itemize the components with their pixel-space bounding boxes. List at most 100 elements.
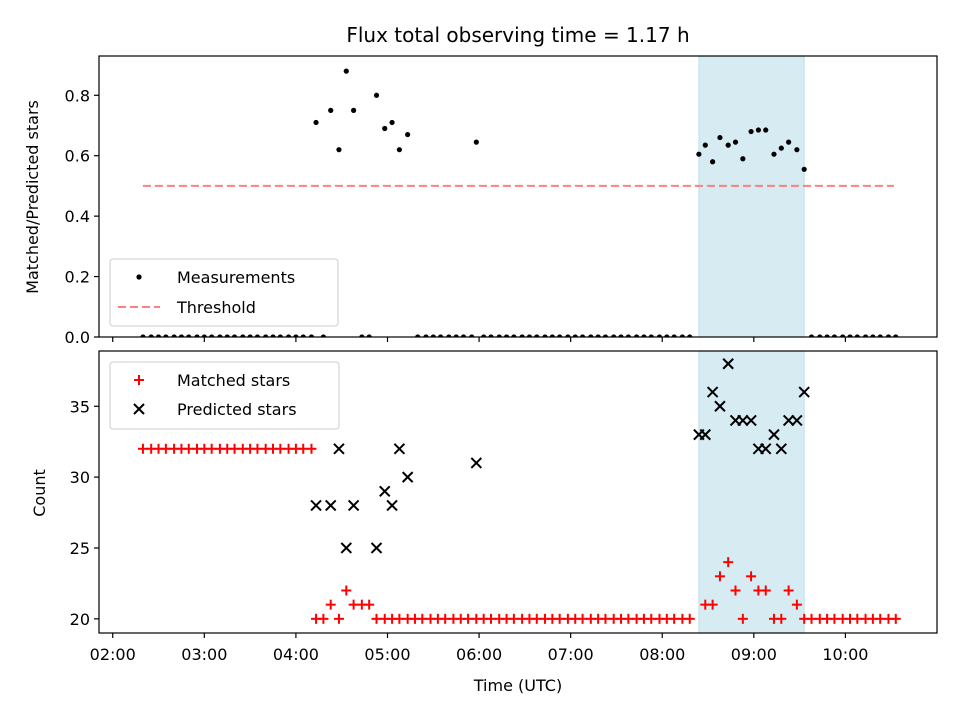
measurement-point [481, 334, 487, 337]
predicted-stars-point [737, 414, 749, 427]
top-highlight-span [698, 56, 805, 337]
predicted-stars-point [401, 471, 414, 483]
measurement-point [565, 334, 571, 337]
matched-stars-point [364, 599, 375, 610]
bottom-y-axis-label: Count [30, 469, 49, 517]
measurement-point [270, 334, 276, 337]
measurement-point [171, 334, 177, 337]
measurement-point [717, 134, 723, 141]
matched-stars-point [325, 599, 336, 610]
measurement-point [178, 334, 185, 337]
bottom-highlight-span [698, 351, 805, 633]
measurement-point [824, 334, 830, 337]
legend-marker-predicted-stars [133, 403, 145, 415]
measurement-point [794, 147, 800, 153]
predicted-stars-point [699, 428, 711, 441]
measurement-point [155, 334, 162, 337]
measurement-point [423, 334, 429, 337]
measurement-point [755, 127, 762, 133]
measurement-point [725, 142, 731, 148]
measurement-point [343, 68, 349, 74]
bottom-y-tick-label: 35 [70, 397, 90, 416]
predicted-stars-point [791, 414, 803, 427]
measurement-point [840, 334, 846, 337]
measurement-point [831, 334, 838, 337]
measurement-point [148, 334, 154, 337]
measurement-point [611, 334, 617, 337]
top-series-measurements [140, 68, 899, 337]
measurement-point [469, 334, 475, 337]
measurement-point [201, 334, 207, 337]
measurement-point [595, 334, 601, 337]
predicted-stars-point [722, 358, 734, 370]
measurement-point [808, 334, 815, 337]
measurement-point [503, 334, 510, 337]
measurement-point [351, 107, 357, 113]
measurement-point [732, 139, 739, 145]
measurement-point [687, 334, 693, 337]
measurement-point [526, 334, 533, 337]
x-tick-label: 10:00 [822, 645, 868, 664]
measurement-point [396, 147, 402, 153]
legend-box [109, 361, 340, 430]
predicted-stars-point [760, 443, 772, 455]
measurement-point [366, 334, 372, 337]
measurement-point [710, 159, 716, 165]
top-y-tick-label: 0.6 [65, 147, 90, 166]
measurement-point [588, 334, 594, 337]
measurement-point [634, 334, 640, 337]
matched-stars-point [318, 613, 329, 624]
top-y-axis-label: Matched/Predicted stars [23, 100, 42, 294]
top-y-tick-label: 0.4 [65, 207, 90, 226]
top-y-tick-label: 0.8 [65, 86, 90, 105]
legend-marker-measurements [136, 274, 142, 280]
top-y-tick-label: 0.0 [65, 328, 90, 347]
measurement-point [511, 334, 517, 337]
measurement-point [870, 334, 876, 337]
matched-stars-point [737, 613, 748, 624]
measurement-point [240, 334, 246, 337]
measurement-point [602, 334, 609, 337]
measurement-point [438, 334, 444, 337]
measurement-point [263, 334, 269, 337]
measurement-point [641, 334, 647, 337]
measurement-point [446, 334, 452, 337]
measurement-point [277, 334, 283, 337]
measurement-point [778, 145, 784, 151]
measurement-point [328, 107, 334, 113]
x-axis-label: Time (UTC) [473, 676, 562, 695]
bottom-panel: 20 25 30 35 02:00 03:00 04:00 05:00 06:00 07:00 08… [70, 350, 938, 664]
legend-label-threshold: Threshold [176, 298, 256, 317]
x-tick-label: 04:00 [273, 645, 319, 664]
measurement-point [163, 334, 169, 337]
predicted-stars-point [333, 443, 345, 455]
measurement-point [231, 334, 238, 337]
measurement-point [496, 334, 502, 337]
legend-marker-matched-stars [134, 375, 144, 385]
matched-stars-point [306, 443, 317, 454]
legend-label-predicted-stars: Predicted stars [177, 400, 297, 419]
measurement-point [247, 334, 253, 337]
matched-stars-point [684, 613, 695, 624]
predicted-stars-point [379, 485, 391, 497]
bottom-series-predicted-stars [310, 358, 810, 554]
predicted-stars-point [714, 400, 726, 412]
x-tick-label: 09:00 [731, 645, 777, 664]
predicted-stars-point [370, 542, 383, 554]
measurement-point [209, 334, 215, 337]
measurement-point [542, 334, 548, 337]
measurement-point [648, 334, 654, 337]
measurement-point [293, 334, 299, 337]
x-tick-label: 08:00 [639, 645, 685, 664]
measurement-point [763, 127, 769, 133]
chart-title: Flux total observing time = 1.17 h [346, 23, 689, 47]
measurement-point [430, 334, 436, 337]
measurement-point [801, 166, 807, 172]
top-axes-frame [98, 55, 938, 338]
predicted-stars-point [768, 428, 780, 441]
matched-stars-point [333, 613, 344, 624]
matched-stars-point [723, 557, 734, 568]
measurement-point [786, 139, 792, 145]
measurement-point [308, 334, 315, 337]
